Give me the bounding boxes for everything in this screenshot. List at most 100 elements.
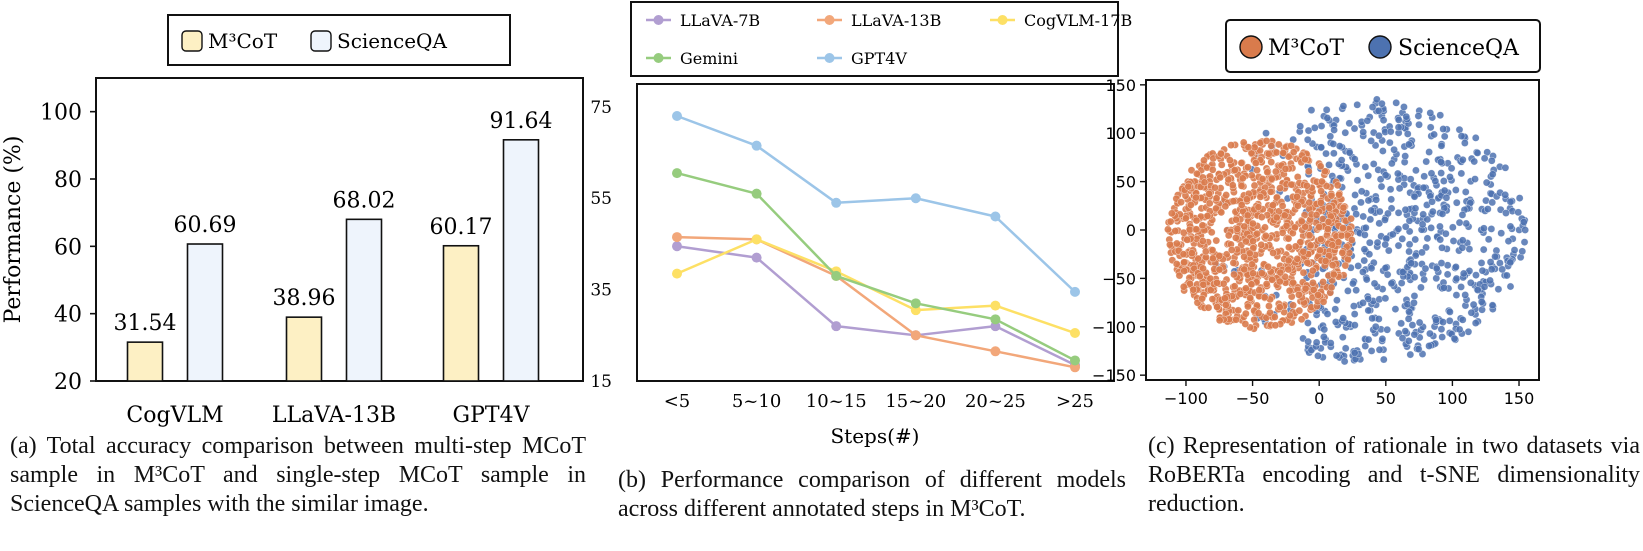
scienceqa-point [1425,148,1433,156]
m3cot-point [1338,249,1347,257]
legend-box [167,14,511,66]
scienceqa-point [1410,192,1419,201]
m3cot-point [1240,222,1249,231]
scienceqa-point [1411,204,1420,213]
scienceqa-point [1386,127,1395,136]
scienceqa-point [1452,198,1461,207]
scienceqa-point [1323,114,1332,122]
scienceqa-point [1350,155,1359,163]
m3cot-point [1299,247,1308,256]
scienceqa-point [1504,237,1513,245]
scienceqa-point [1403,300,1412,308]
data-point [751,234,762,245]
scienceqa-point [1387,195,1395,204]
scienceqa-point [1470,157,1478,166]
scienceqa-point [1423,215,1432,224]
scienceqa-point [1430,130,1438,139]
scienceqa-point [1404,315,1413,323]
m3cot-point [1316,235,1325,244]
scienceqa-point [1383,325,1391,334]
scienceqa-point [1484,235,1493,244]
scienceqa-point [1352,286,1360,295]
scienceqa-point [1379,116,1388,124]
m3cot-point [1254,203,1263,211]
m3cot-point [1227,141,1235,149]
m3cot-point [1295,291,1303,299]
scienceqa-point [1515,194,1524,202]
scienceqa-point [1459,156,1467,164]
scienceqa-point [1411,251,1420,260]
m3cot-point [1244,302,1252,311]
legend-label: M³CoT [1268,36,1344,61]
m3cot-point [1265,302,1273,310]
scienceqa-point [1398,268,1407,276]
scienceqa-point [1506,198,1515,206]
scienceqa-point [1340,357,1349,366]
m3cot-point [1244,163,1252,171]
line-chart-panel: LLaVA-7B LLaVA-13B CogVLM-17B Gemini GPT4V 15… [590,1,1132,448]
scienceqa-point [1349,279,1357,288]
m3cot-point [1198,294,1206,303]
m3cot-point [1282,222,1291,230]
scienceqa-point [1410,292,1419,300]
m3cot-point [1208,246,1217,254]
scienceqa-point [1352,210,1360,218]
scienceqa-point [1395,184,1404,193]
scienceqa-point [1462,219,1471,228]
scienceqa-point [1374,107,1383,115]
x-tick-label: 50 [1376,389,1396,408]
scienceqa-point [1375,219,1384,228]
m3cot-point [1339,224,1347,232]
scienceqa-point [1373,95,1381,104]
scienceqa-point [1307,106,1316,114]
scienceqa-point [1471,175,1479,183]
scienceqa-point [1440,132,1449,141]
x-tick-label: GPT4V [453,403,531,428]
scienceqa-point [1414,345,1423,353]
caption-b: (b) Performance comparison of different … [618,467,1126,522]
m3cot-point [1246,294,1255,302]
scienceqa-point [1406,350,1415,359]
legend-marker [653,15,664,25]
m3cot-point [1242,284,1250,293]
scienceqa-point [1458,316,1467,324]
m3cot-point [1294,201,1302,210]
scienceqa-point [1520,238,1529,246]
m3cot-point [1299,268,1308,277]
m3cot-point [1212,194,1221,203]
m3cot-point [1180,258,1188,266]
data-point [751,188,762,199]
m3cot-point [1228,181,1237,190]
m3cot-point [1328,261,1337,269]
x-tick-label: LLaVA-13B [272,403,396,428]
scienceqa-point [1375,315,1383,323]
data-point [1070,328,1080,339]
m3cot-point [1279,149,1287,157]
m3cot-point [1269,249,1277,257]
scienceqa-point [1458,243,1467,252]
caption-a: (a) Total accuracy comparison between mu… [10,433,586,517]
scienceqa-point [1372,195,1380,204]
scienceqa-point [1385,246,1393,255]
scienceqa-point [1398,334,1407,342]
scienceqa-point [1320,325,1329,334]
scienceqa-point [1394,116,1403,124]
m3cot-point [1284,152,1293,161]
m3cot-point [1231,166,1239,174]
m3cot-point [1192,216,1201,225]
m3cot-point [1262,280,1271,288]
m3cot-point [1273,193,1281,202]
scienceqa-point [1438,210,1447,218]
scienceqa-point [1350,124,1359,133]
caption-c: (c) Representation of rationale in two d… [1148,433,1640,517]
m3cot-point [1236,290,1245,298]
plot-frame [95,77,584,382]
scienceqa-point [1414,112,1423,120]
m3cot-point [1209,254,1217,263]
m3cot-point [1179,250,1188,258]
scienceqa-point [1428,197,1436,206]
scienceqa-point [1412,166,1420,175]
m3cot-point [1226,156,1234,165]
legend-marker [824,53,835,63]
scienceqa-point [1364,295,1372,303]
